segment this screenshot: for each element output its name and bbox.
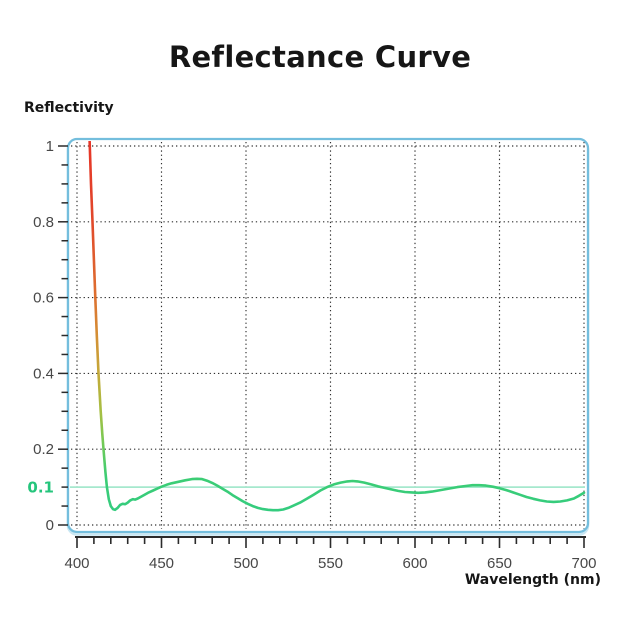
x-tick-label: 550 [318,555,343,572]
x-axis-title: Wavelength (nm) [464,572,601,588]
y-axis-ticks [58,145,68,526]
x-tick-label: 600 [402,555,427,572]
gridlines [71,142,585,529]
y-tick-label: 0.8 [33,214,54,231]
x-tick-label: 450 [149,555,174,572]
y-tick-label: 0.4 [33,365,54,382]
y-tick-label: 0.2 [33,441,54,458]
chart-title: Reflectance Curve [168,40,472,74]
plot-background [68,139,588,532]
y-axis-title: Reflectivity [24,100,114,116]
reference-value-label: 0.1 [27,479,54,497]
x-tick-label: 400 [64,555,89,572]
x-tick-label: 700 [571,555,596,572]
y-tick-label: 1 [46,138,54,155]
y-tick-label: 0.6 [33,290,54,307]
y-tick-label: 0 [46,517,54,534]
x-tick-label: 500 [233,555,258,572]
x-tick-label: 650 [487,555,512,572]
reflectance-curve [88,141,586,512]
x-axis [75,536,586,548]
